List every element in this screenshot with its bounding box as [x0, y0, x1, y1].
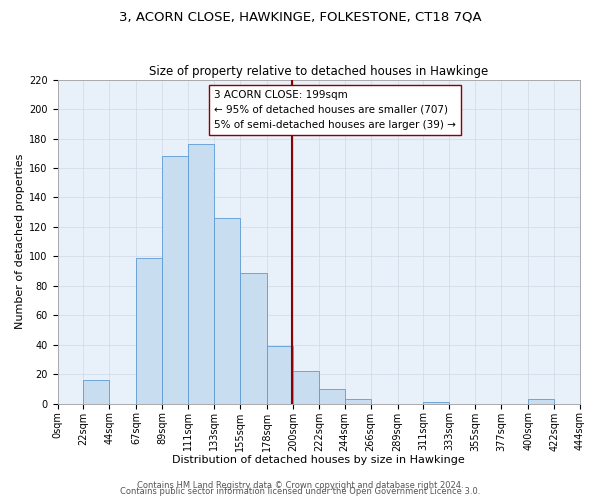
Bar	[344, 400, 371, 404]
Text: Contains HM Land Registry data © Crown copyright and database right 2024.: Contains HM Land Registry data © Crown c…	[137, 481, 463, 490]
Bar	[83, 380, 109, 404]
Bar	[319, 389, 344, 404]
Bar	[136, 258, 162, 404]
X-axis label: Distribution of detached houses by size in Hawkinge: Distribution of detached houses by size …	[172, 455, 465, 465]
Text: Contains public sector information licensed under the Open Government Licence 3.: Contains public sector information licen…	[120, 487, 480, 496]
Bar	[162, 156, 188, 404]
Bar	[240, 272, 267, 404]
Y-axis label: Number of detached properties: Number of detached properties	[15, 154, 25, 330]
Bar	[267, 346, 293, 404]
Bar	[214, 218, 240, 404]
Text: 3, ACORN CLOSE, HAWKINGE, FOLKESTONE, CT18 7QA: 3, ACORN CLOSE, HAWKINGE, FOLKESTONE, CT…	[119, 10, 481, 23]
Bar	[293, 372, 319, 404]
Bar	[188, 144, 214, 404]
Title: Size of property relative to detached houses in Hawkinge: Size of property relative to detached ho…	[149, 66, 488, 78]
Text: 3 ACORN CLOSE: 199sqm
← 95% of detached houses are smaller (707)
5% of semi-deta: 3 ACORN CLOSE: 199sqm ← 95% of detached …	[214, 90, 456, 130]
Bar	[528, 400, 554, 404]
Bar	[424, 402, 449, 404]
